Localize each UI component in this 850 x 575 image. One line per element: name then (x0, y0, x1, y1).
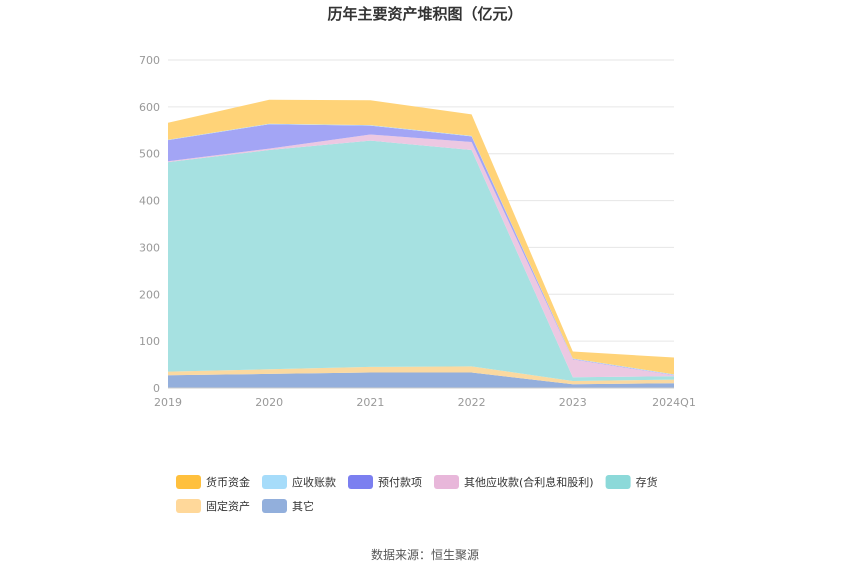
area-series-6 (168, 99, 674, 375)
area-series (168, 99, 674, 388)
area-series-3 (168, 134, 674, 378)
legend-swatch (348, 475, 373, 489)
legend-label: 固定资产 (206, 499, 250, 513)
area-series-1 (168, 366, 674, 385)
legend-label: 其他应收款(合利息和股利) (464, 475, 594, 489)
legend-item[interactable]: 存货 (605, 475, 658, 489)
legend-swatch (262, 475, 287, 489)
legend-label: 应收账款 (292, 475, 336, 489)
legend-item[interactable]: 其他应收款(合利息和股利) (434, 475, 594, 489)
x-tick-label: 2020 (255, 396, 283, 409)
x-tick-label: 2024Q1 (652, 396, 696, 409)
legend-label: 预付款项 (378, 475, 422, 489)
legend-swatch (434, 475, 459, 489)
y-tick-label: 500 (139, 148, 160, 161)
legend-item[interactable]: 预付款项 (348, 475, 422, 489)
y-tick-label: 100 (139, 335, 160, 348)
x-tick-label: 2023 (559, 396, 587, 409)
x-tick-label: 2019 (154, 396, 182, 409)
legend-item[interactable]: 应收账款 (262, 475, 336, 489)
legend-item[interactable]: 其它 (262, 499, 314, 513)
source-note: 数据来源：恒生聚源 (371, 547, 479, 562)
area-series-2 (168, 140, 674, 381)
legend-label: 货币资金 (206, 475, 250, 489)
legend-swatch (176, 475, 201, 489)
area-series-4 (168, 124, 674, 376)
legend-item[interactable]: 货币资金 (176, 475, 250, 489)
legend-swatch (605, 475, 631, 489)
chart-title: 历年主要资产堆积图（亿元） (327, 5, 522, 23)
y-tick-label: 200 (139, 288, 160, 301)
axes: 0 100 200 300 400 500 600 700 2019 2020 2021 2022 20… (139, 54, 696, 409)
x-tick-label: 2022 (458, 396, 486, 409)
legend-swatch (262, 499, 287, 513)
y-tick-label: 600 (139, 101, 160, 114)
legend-swatch (176, 499, 201, 513)
y-tick-label: 700 (139, 54, 160, 67)
legend-label: 存货 (636, 475, 658, 489)
y-tick-label: 300 (139, 241, 160, 254)
legend-item[interactable]: 固定资产 (176, 499, 250, 513)
x-tick-label: 2021 (356, 396, 384, 409)
y-tick-label: 0 (153, 382, 160, 395)
y-tick-label: 400 (139, 195, 160, 208)
legend-label: 其它 (292, 499, 314, 513)
area-series-0 (168, 372, 674, 388)
